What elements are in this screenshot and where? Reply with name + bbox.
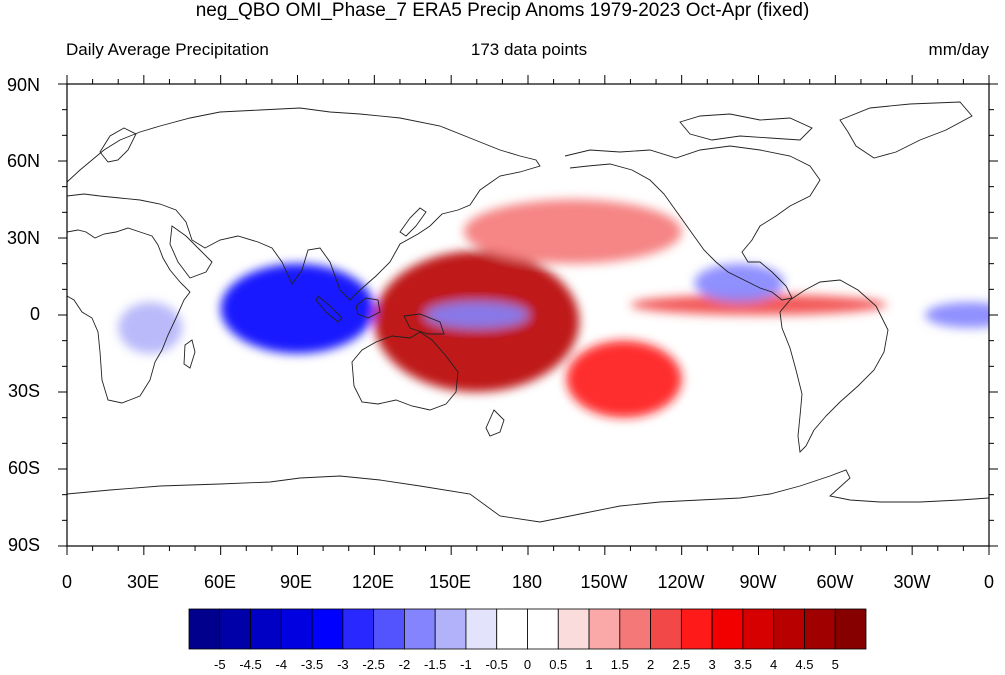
colorbar-swatch xyxy=(804,608,836,650)
colorbar-swatch xyxy=(280,608,313,650)
lon-label-0: 0 xyxy=(61,572,72,592)
colorbar-label: -2 xyxy=(398,657,411,672)
lon-label-90e: 90E xyxy=(279,572,313,592)
colorbar-swatch xyxy=(342,608,375,650)
anomaly-region-dry-5 xyxy=(694,263,785,303)
colorbar-label: 4.5 xyxy=(795,657,814,672)
colorbar-swatch xyxy=(188,608,221,650)
coastline-arabia xyxy=(169,225,213,279)
lon-label-150w: 150W xyxy=(580,572,628,592)
lat-label-eq: 0 xyxy=(29,304,40,324)
axis-ticks xyxy=(58,75,998,555)
map-title: neg_QBO OMI_Phase_7 ERA5 Precip Anoms 19… xyxy=(195,0,810,21)
colorbar-swatch xyxy=(711,608,744,650)
colorbar-label: -1 xyxy=(460,657,472,672)
coastline-antarctica xyxy=(67,469,989,523)
colorbar-label: -0.5 xyxy=(485,657,508,672)
coastline-newguinea xyxy=(403,313,445,335)
colorbar-label: 3.5 xyxy=(733,657,752,672)
colorbar-label: 1.5 xyxy=(610,657,629,672)
lon-label-30w: 30W xyxy=(893,572,931,592)
lon-label-30e: 30E xyxy=(126,572,160,592)
coastline-arctic-islands xyxy=(679,113,813,141)
coastline-eurasia xyxy=(67,107,541,301)
colorbar-swatch xyxy=(742,608,775,650)
colorbar-swatch xyxy=(619,608,651,650)
colorbar-swatch xyxy=(219,608,251,650)
coastline-greenland xyxy=(839,101,973,159)
colorbar-label: 5 xyxy=(831,657,839,672)
anomaly-region-dry-8 xyxy=(118,302,183,354)
units-label: mm/day xyxy=(928,40,989,59)
colorbar-label: -2.5 xyxy=(362,657,385,672)
colorbar-swatch xyxy=(373,608,405,650)
subtitle-center: 173 data points xyxy=(470,40,588,59)
colorbar-label: 4 xyxy=(770,657,778,672)
colorbar-swatch xyxy=(465,608,498,650)
anomaly-region-wet-1 xyxy=(566,340,682,418)
anomaly-region-wet-3 xyxy=(463,199,682,264)
colorbar-swatch xyxy=(496,608,528,650)
lon-label-60w: 60W xyxy=(816,572,854,592)
coastline-newzealand xyxy=(485,409,505,437)
lon-label-120w: 120W xyxy=(657,572,705,592)
lon-label-150e: 150E xyxy=(428,572,472,592)
colorbar-swatch xyxy=(527,608,559,650)
colorbar-swatch xyxy=(311,608,344,650)
lat-label-30n: 30N xyxy=(6,228,40,248)
colorbar-label: 0 xyxy=(523,657,532,672)
anomaly-region-dry-4 xyxy=(220,263,375,354)
anomaly-shading xyxy=(118,199,989,418)
colorbar-swatch xyxy=(250,608,282,650)
coastline-scandinavia xyxy=(99,127,137,163)
coastline-japan xyxy=(399,207,427,237)
colorbar-label: -3 xyxy=(337,657,349,672)
colorbar-label: -4 xyxy=(275,657,288,672)
colorbar-label: 2.5 xyxy=(672,657,691,672)
lon-label-360: 0 xyxy=(983,572,994,592)
coastline-borneo xyxy=(355,297,381,319)
subtitle-left: Daily Average Precipitation xyxy=(66,40,269,59)
coastline-madagascar xyxy=(183,339,196,369)
colorbar-swatch xyxy=(680,608,713,650)
coastlines xyxy=(67,101,989,523)
coastline-africa xyxy=(67,227,191,404)
colorbar-label: -1.5 xyxy=(423,657,447,672)
colorbar-label: -5 xyxy=(213,657,226,672)
colorbar-label: 3 xyxy=(708,657,716,672)
lon-label-90w: 90W xyxy=(739,572,777,592)
colorbar-swatch xyxy=(404,608,436,650)
anomaly-region-dry-6 xyxy=(924,302,989,328)
lat-label-30s: 30S xyxy=(7,381,40,401)
colorbar-swatch xyxy=(434,608,467,650)
coastline-australia xyxy=(351,331,459,411)
lat-label-60s: 60S xyxy=(7,458,40,478)
coastline-north-america xyxy=(564,145,821,301)
lon-label-120e: 120E xyxy=(351,572,395,592)
colorbar-swatch xyxy=(557,608,590,650)
coastline-sumatra xyxy=(315,295,343,323)
lat-label-60n: 60N xyxy=(6,151,40,171)
colorbar-label: -4.5 xyxy=(239,657,262,672)
anomaly-region-dry-7 xyxy=(425,302,528,328)
colorbar-label: -3.5 xyxy=(300,657,324,672)
anomaly-region-wet-2 xyxy=(630,294,887,315)
colorbar-swatch xyxy=(650,608,682,650)
colorbar-swatch xyxy=(588,608,621,650)
coastline-south-america xyxy=(779,279,889,453)
lat-label-90n: 90N xyxy=(6,75,40,95)
lon-label-60e: 60E xyxy=(203,572,237,592)
lat-label-90s: 90S xyxy=(7,535,40,555)
colorbar-label: 0.5 xyxy=(549,657,568,672)
colorbar-swatch xyxy=(834,608,867,650)
colorbar-swatch xyxy=(773,608,805,650)
colorbar-label: 1 xyxy=(585,657,593,672)
colorbar xyxy=(188,608,867,650)
lon-label-180: 180 xyxy=(511,572,543,592)
colorbar-label: 2 xyxy=(646,657,655,672)
